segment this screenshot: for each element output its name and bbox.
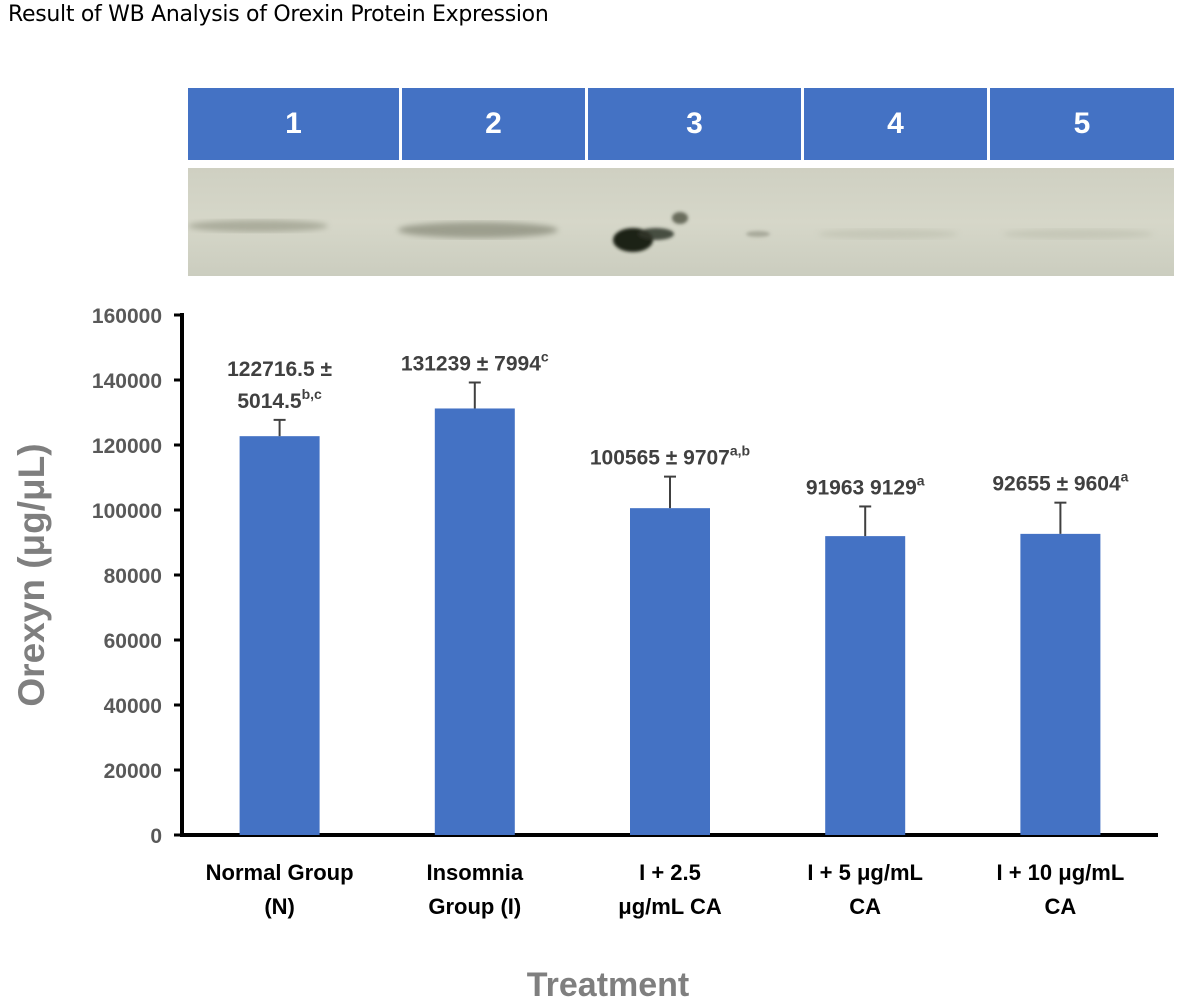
data-label: 91963 9129a	[806, 472, 925, 499]
data-label: 122716.5 ±	[227, 358, 332, 381]
bar	[825, 536, 906, 835]
lane-number-4: 4	[804, 88, 990, 160]
x-category-label: (N)	[264, 894, 295, 919]
x-category-label: Insomnia	[427, 860, 524, 885]
x-axis-title: Treatment	[527, 966, 690, 1004]
x-category-label: I + 5 μg/mL	[807, 860, 923, 885]
y-axis-title: Orexyn (μg/μL)	[11, 443, 52, 706]
lane-number-3: 3	[588, 88, 804, 160]
y-tick-label: 140000	[92, 370, 162, 393]
x-category-label: I + 2.5	[639, 860, 701, 885]
y-tick-label: 120000	[92, 435, 162, 458]
band-lane-4	[818, 229, 958, 239]
lane-number-2: 2	[402, 88, 588, 160]
x-category-label: CA	[849, 894, 881, 919]
band-lane-2	[398, 222, 558, 238]
y-tick-label: 20000	[104, 760, 162, 783]
x-category-label: I + 10 μg/mL	[997, 860, 1125, 885]
x-category-label: Normal Group	[206, 860, 354, 885]
data-label: 5014.5b,c	[237, 386, 322, 413]
western-blot-membrane	[188, 168, 1174, 276]
data-label: 131239 ± 7994c	[401, 348, 549, 375]
band-lane-1	[188, 220, 328, 232]
data-label: 100565 ± 9707a,b	[590, 443, 750, 470]
lane-number-5: 5	[990, 88, 1174, 160]
y-tick-label: 60000	[104, 630, 162, 653]
x-category-label: μg/mL CA	[618, 894, 722, 919]
y-tick-label: 40000	[104, 695, 162, 718]
band-lane-3	[613, 212, 770, 252]
x-category-label: CA	[1045, 894, 1077, 919]
x-category-label: Group (I)	[428, 894, 521, 919]
y-tick-label: 0	[150, 825, 162, 848]
y-tick-label: 160000	[92, 305, 162, 328]
bar	[434, 408, 515, 835]
bar	[630, 508, 710, 835]
y-tick-label: 100000	[92, 500, 162, 523]
y-tick-label: 80000	[104, 565, 162, 588]
data-label: 92655 ± 9604a	[992, 469, 1128, 496]
lane-number-1: 1	[188, 88, 402, 160]
bar	[239, 436, 320, 835]
band-lane-5	[1003, 229, 1153, 239]
orexin-bar-chart: Orexyn (μg/μL) Treatment 0 20000 40000 6000…	[11, 305, 1158, 1004]
page-title: Result of WB Analysis of Orexin Protein …	[8, 2, 549, 27]
bar	[1020, 533, 1101, 835]
y-axis-title-group: Orexyn (μg/μL)	[11, 443, 52, 706]
